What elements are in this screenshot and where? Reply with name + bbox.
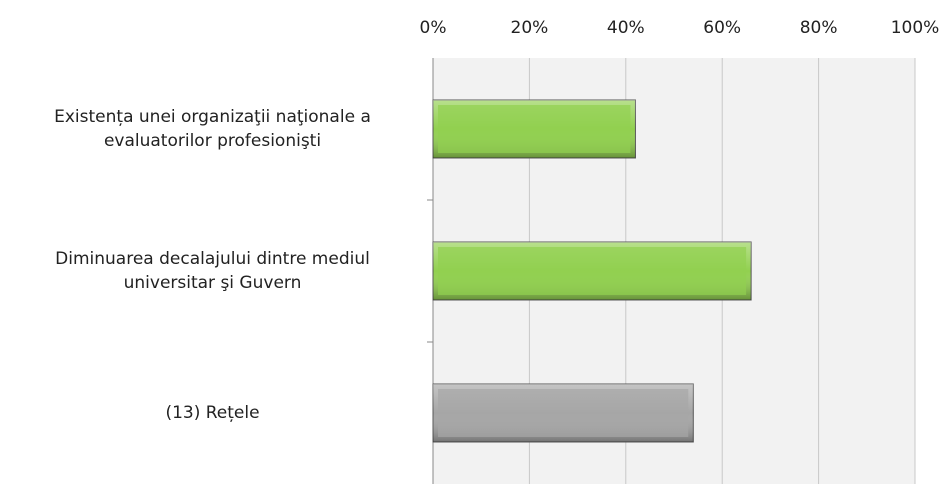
x-tick-label: 100% xyxy=(891,18,940,38)
x-tick-label: 60% xyxy=(703,18,741,38)
y-tick-label: (13) Rețele xyxy=(165,403,260,423)
bar-bevel xyxy=(438,389,689,437)
x-tick-label: 80% xyxy=(800,18,838,38)
y-tick-label: Existența unei organizaţii naţionale a e… xyxy=(54,107,371,151)
x-tick-label: 0% xyxy=(420,18,447,38)
bar-bevel xyxy=(438,105,631,153)
x-tick-label: 20% xyxy=(511,18,549,38)
y-tick-label: Diminuarea decalajului dintre mediul uni… xyxy=(55,249,370,293)
x-tick-label: 40% xyxy=(607,18,645,38)
bar-bevel xyxy=(438,247,747,295)
